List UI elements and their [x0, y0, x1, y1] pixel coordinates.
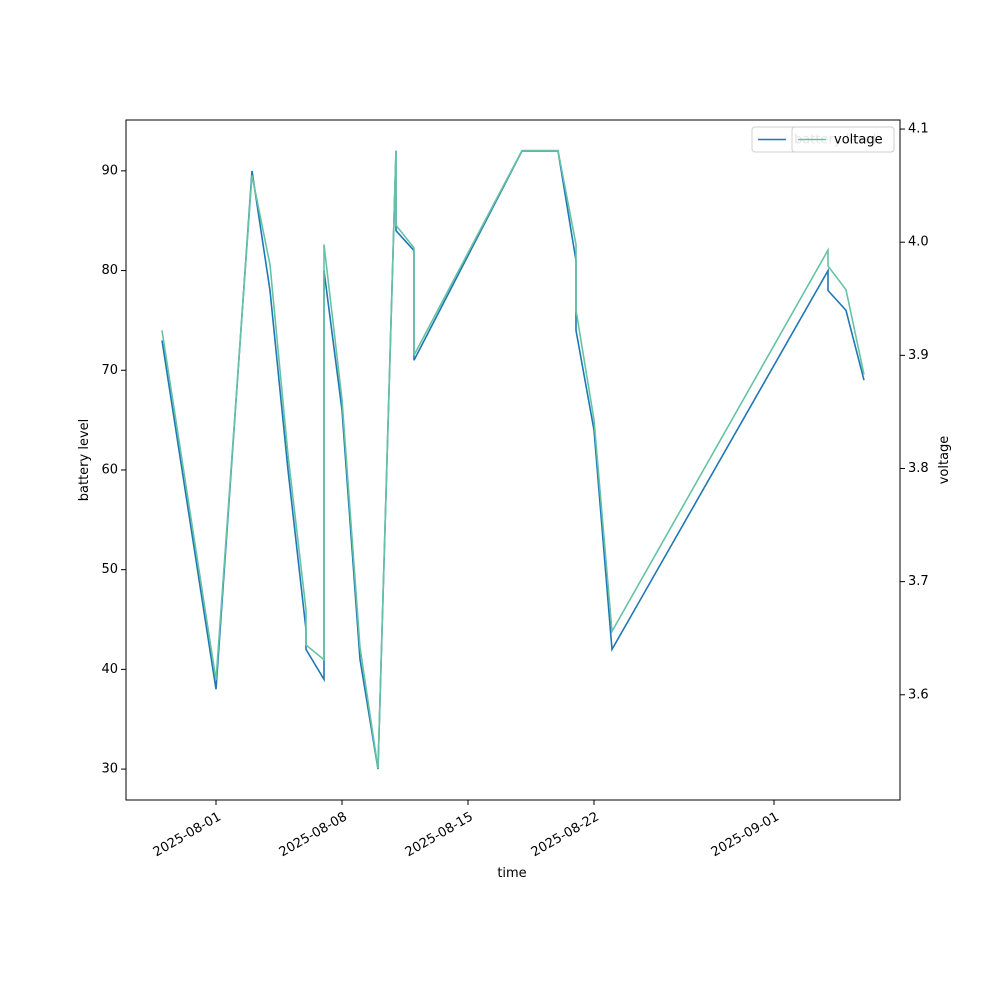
y-tick-label: 90 [101, 163, 118, 178]
x-tick-label: 2025-08-01 [151, 810, 224, 861]
series-line [161, 150, 865, 770]
series-line [161, 149, 865, 769]
y-tick-label: 80 [101, 263, 118, 278]
y2-tick-label: 3.9 [908, 348, 929, 363]
y-tick-label: 70 [101, 363, 118, 378]
y2-tick-label: 4.0 [908, 235, 929, 250]
y2-tick-label: 3.7 [908, 574, 929, 589]
x-tick-label: 2025-09-01 [709, 810, 782, 861]
legend-label: voltage [834, 133, 883, 148]
x-tick-label: 2025-08-15 [403, 810, 476, 861]
y2-tick-label: 3.8 [908, 461, 929, 476]
y-tick-label: 30 [101, 762, 118, 777]
y2-tick-label: 4.1 [908, 122, 929, 137]
x-tick-label: 2025-08-22 [529, 810, 602, 861]
x-tick-label: 2025-08-08 [277, 810, 350, 861]
legend: voltage [791, 126, 895, 153]
y2-tick-label: 3.6 [908, 687, 929, 702]
x-axis-label: time [497, 866, 526, 881]
y-tick-label: 60 [101, 462, 118, 477]
y-tick-label: 40 [101, 662, 118, 677]
y-axis-label: battery level [77, 419, 92, 502]
y-tick-label: 50 [101, 562, 118, 577]
y2-axis-label: voltage [937, 436, 952, 485]
plot-frame [125, 119, 901, 801]
legend-box [791, 126, 895, 153]
